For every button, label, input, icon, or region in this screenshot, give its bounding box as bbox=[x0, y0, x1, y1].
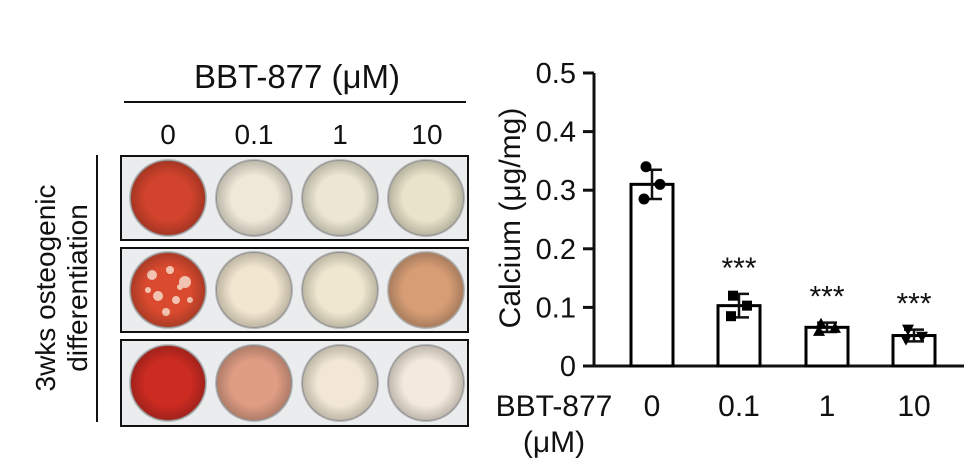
data-point-1-0 bbox=[728, 290, 738, 301]
significance-label-1: *** bbox=[721, 252, 756, 285]
data-point-3-2 bbox=[900, 334, 912, 346]
y-axis-label: Calcium (μg/mg) bbox=[494, 108, 527, 329]
y-tick-label: 0 bbox=[560, 351, 576, 383]
y-tick-label: 0.2 bbox=[536, 234, 576, 266]
x-axis-label-line2: (μM) bbox=[523, 426, 585, 459]
x-ticks: 0 0.1 1 10 bbox=[644, 390, 931, 423]
conc-label-3: 10 bbox=[411, 119, 442, 150]
significance-label-2: *** bbox=[809, 281, 844, 314]
y-tick-label: 0.1 bbox=[536, 292, 576, 324]
data-point-2-2 bbox=[813, 324, 825, 336]
chart: Calcium (μg/mg) 00.10.20.30.40.5 ****** *… bbox=[494, 58, 964, 459]
x-tick-label-3: 10 bbox=[897, 390, 930, 423]
bar-0 bbox=[629, 182, 675, 368]
side-label-line1: 3wks osteogenic bbox=[30, 184, 61, 391]
error-bars bbox=[642, 168, 924, 343]
x-axis-label-line1: BBT-877 bbox=[496, 390, 613, 423]
conc-label-0: 0 bbox=[160, 119, 176, 150]
data-point-1-2 bbox=[726, 311, 736, 322]
side-label-line2: differentiation bbox=[62, 204, 93, 372]
y-tick-label: 0.3 bbox=[536, 175, 576, 207]
significance-label-3: *** bbox=[896, 288, 931, 321]
data-points bbox=[638, 161, 928, 346]
significance-labels: *** *** *** bbox=[721, 252, 931, 321]
x-tick-label-1: 0.1 bbox=[718, 390, 760, 423]
data-point-3-1 bbox=[916, 331, 928, 343]
data-point-0-1 bbox=[654, 178, 666, 190]
x-tick-label-2: 1 bbox=[819, 390, 836, 423]
y-tick-label: 0.4 bbox=[536, 117, 576, 149]
y-tick-label: 0.5 bbox=[536, 58, 576, 90]
plate-row-2 bbox=[120, 339, 469, 427]
plate-panel: BBT-877 (μM) 0 0.1 1 10 3wks osteogenic … bbox=[30, 58, 469, 427]
data-point-1-1 bbox=[742, 300, 752, 311]
x-tick-label-0: 0 bbox=[644, 390, 661, 423]
bars bbox=[629, 182, 937, 368]
plate-header: BBT-877 (μM) bbox=[194, 58, 400, 95]
plate-row-0 bbox=[120, 155, 469, 241]
conc-label-1: 0.1 bbox=[235, 119, 274, 150]
y-ticks: 0 0.1 0.2 0.3 0.4 0.5 bbox=[536, 58, 594, 383]
data-point-0-2 bbox=[638, 193, 650, 205]
data-point-3-0 bbox=[902, 324, 914, 336]
data-point-2-1 bbox=[829, 321, 841, 333]
data-point-0-0 bbox=[640, 161, 652, 173]
data-point-2-0 bbox=[815, 317, 827, 329]
conc-label-2: 1 bbox=[332, 119, 348, 150]
plate-row-1 bbox=[120, 247, 469, 333]
